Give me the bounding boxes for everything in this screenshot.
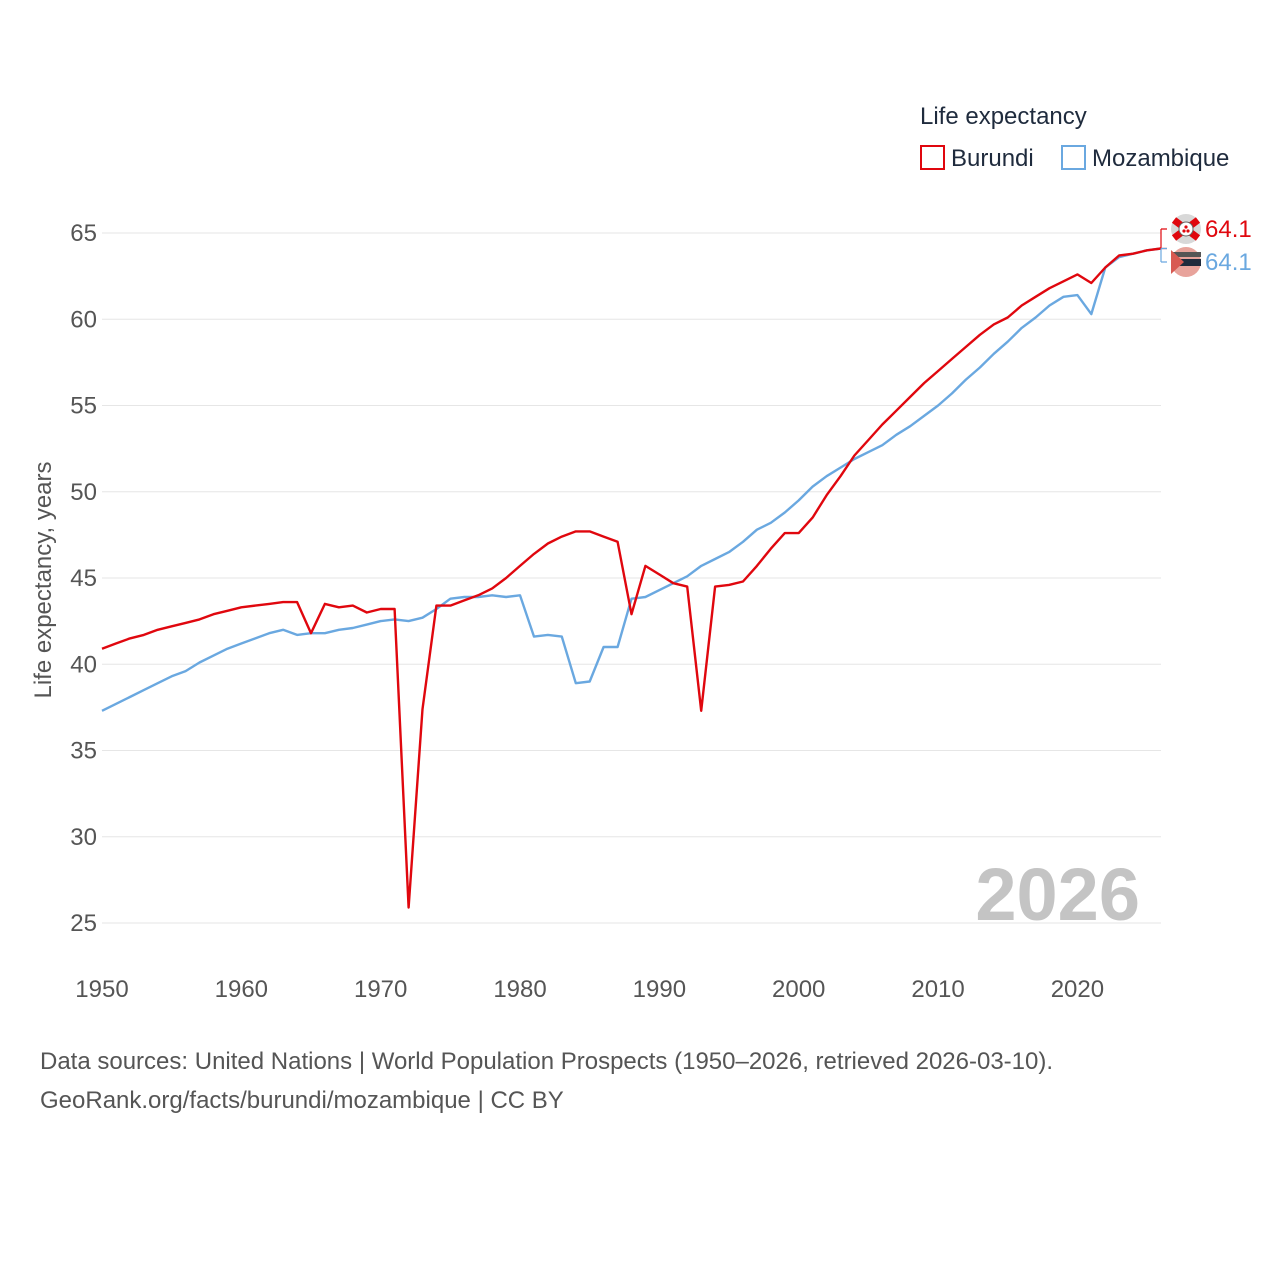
- year-label: 2026: [975, 853, 1140, 936]
- legend-label-burundi: Burundi: [951, 145, 1034, 172]
- burundi-flag-icon: [1171, 214, 1201, 244]
- credit-link[interactable]: GeoRank.org/facts/burundi/mozambique | C…: [40, 1087, 564, 1114]
- end-label-mozambique: 64.1: [1205, 249, 1252, 276]
- series-layer: [101, 247, 1162, 909]
- y-axis-title: Life expectancy, years: [30, 461, 57, 698]
- legend-label-mozambique: Mozambique: [1092, 145, 1229, 172]
- x-tick-label-2000: 2000: [772, 976, 825, 1003]
- end-label-burundi: 64.1: [1205, 216, 1252, 243]
- x-axis-ticks: 1950 1960 1970 1980 1990 2000 2010 2020: [75, 976, 1104, 1003]
- x-tick-label-2010: 2010: [911, 976, 964, 1003]
- legend-swatch-burundi: [920, 145, 945, 170]
- end-labels: 64.1 64.1: [1160, 214, 1252, 277]
- grid-lines: [102, 232, 1161, 924]
- x-tick-label-1990: 1990: [633, 976, 686, 1003]
- y-tick-label-65: 65: [70, 220, 97, 247]
- x-tick-label-1980: 1980: [493, 976, 546, 1003]
- y-tick-label-35: 35: [70, 738, 97, 765]
- y-tick-label-25: 25: [70, 910, 97, 937]
- y-axis-ticks: 25 30 35 40 45 50 55 60 65: [70, 220, 97, 937]
- legend-swatch-mozambique: [1061, 145, 1086, 170]
- end-connector-mozambique: [1160, 247, 1167, 263]
- x-tick-label-1950: 1950: [75, 976, 128, 1003]
- x-tick-label-1970: 1970: [354, 976, 407, 1003]
- legend: Life expectancy Burundi Mozambique: [920, 103, 1229, 172]
- mozambique-flag-icon: [1171, 247, 1201, 277]
- y-tick-label-55: 55: [70, 393, 97, 420]
- series-line-burundi: [101, 247, 1162, 909]
- end-connector-burundi: [1160, 228, 1167, 250]
- y-tick-label-60: 60: [70, 306, 97, 333]
- source-note: Data sources: United Nations | World Pop…: [40, 1042, 1053, 1120]
- y-tick-label-30: 30: [70, 824, 97, 851]
- y-tick-label-45: 45: [70, 565, 97, 592]
- legend-title: Life expectancy: [920, 103, 1087, 130]
- y-tick-label-40: 40: [70, 651, 97, 678]
- data-sources-text: Data sources: United Nations | World Pop…: [40, 1048, 1054, 1075]
- x-tick-label-2020: 2020: [1051, 976, 1104, 1003]
- series-line-mozambique: [101, 247, 1162, 712]
- y-tick-label-50: 50: [70, 479, 97, 506]
- x-tick-label-1960: 1960: [215, 976, 268, 1003]
